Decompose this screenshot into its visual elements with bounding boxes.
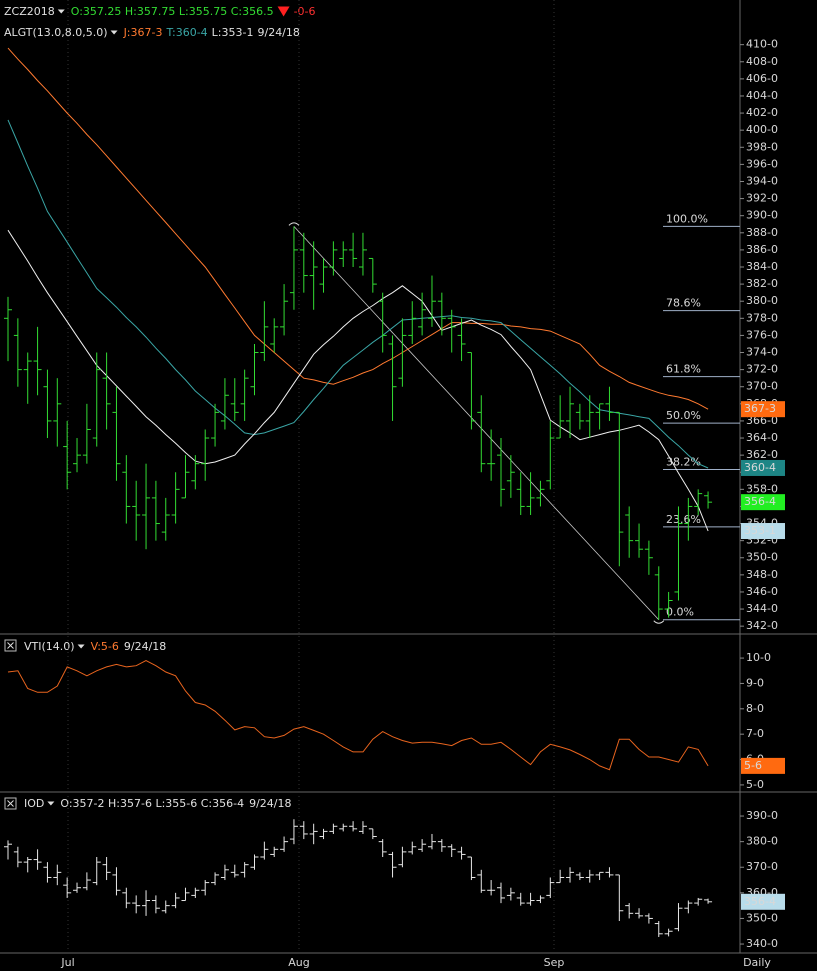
fib-label: 78.6%	[666, 297, 701, 310]
y-tick-label: 366-0	[746, 414, 778, 427]
y-tick-label: 390-0	[746, 209, 778, 222]
x-tick-label: Aug	[288, 956, 309, 969]
value-box	[741, 893, 785, 910]
dropdown-icon	[47, 801, 55, 806]
quote: O:357-2 H:357-6 L:355-6 C:356-4	[60, 797, 244, 810]
y-tick-label: 9-0	[746, 676, 764, 689]
value-label: 353-1	[744, 524, 776, 537]
value-label: 356-4	[744, 495, 776, 508]
value-label: 367-3	[744, 402, 776, 415]
close-icon	[7, 800, 14, 807]
close-button[interactable]	[4, 797, 17, 810]
y-tick-label: 350-0	[746, 911, 778, 924]
date: 9/24/18	[249, 797, 291, 810]
y-tick-label: 384-0	[746, 260, 778, 273]
fib-label: 23.6%	[666, 513, 701, 526]
y-tick-label: 340-0	[746, 937, 778, 950]
value-label: 5-6	[744, 759, 762, 772]
y-tick-label: 364-0	[746, 431, 778, 444]
y-tick-label: 400-0	[746, 123, 778, 136]
y-tick-label: 346-0	[746, 585, 778, 598]
fib-label: 100.0%	[666, 212, 708, 225]
quote-header: ZCZ2018 O:357.25 H:357.75 L:355.75 C:356.…	[4, 5, 316, 18]
close-icon	[7, 642, 14, 649]
period: Daily	[743, 956, 771, 969]
x-tick-label: Sep	[544, 956, 565, 969]
y-tick-label: 344-0	[746, 602, 778, 615]
y-tick-label: 350-0	[746, 551, 778, 564]
fib-label: 61.8%	[666, 363, 701, 376]
value-box	[741, 494, 785, 511]
line	[7, 229, 709, 532]
study-header: ALGT(13.0,8.0,5.0) J:367-3 T:360-4 L:353-1 9…	[4, 26, 300, 39]
line	[7, 660, 709, 771]
dropdown-icon	[110, 30, 118, 35]
fib-label: 50.0%	[666, 409, 701, 422]
trend-line	[293, 226, 660, 621]
y-tick-label: 388-0	[746, 226, 778, 239]
y-tick-label: 410-0	[746, 38, 778, 51]
study: IOD	[24, 797, 44, 810]
date: 9/24/18	[257, 26, 299, 39]
y-tick-label: 380-0	[746, 835, 778, 848]
value-box	[741, 459, 785, 476]
study-header: VTI(14.0) V:5-6 9/24/18	[24, 640, 166, 653]
value-label: 356-4	[744, 895, 776, 908]
y-tick-label: 342-0	[746, 619, 778, 632]
x-tick-label: Jul	[60, 956, 74, 969]
y-tick-label: 408-0	[746, 55, 778, 68]
y-tick-label: 10-0	[746, 651, 771, 664]
y-tick-label: 398-0	[746, 140, 778, 153]
study: ALGT(13.0,8.0,5.0)	[4, 26, 108, 39]
dropdown-icon	[77, 644, 85, 649]
y-tick-label: 392-0	[746, 192, 778, 205]
legend-entry: L:353-1	[212, 26, 254, 39]
line	[7, 119, 709, 469]
change: -0-6	[294, 5, 316, 18]
y-tick-label: 348-0	[746, 568, 778, 581]
y-tick-label: 8-0	[746, 702, 764, 715]
fib-label: 0.0%	[666, 606, 694, 619]
y-tick-label: 404-0	[746, 89, 778, 102]
study: VTI(14.0)	[24, 640, 75, 653]
y-tick-label: 358-0	[746, 482, 778, 495]
pivot-marker	[653, 620, 665, 624]
date: 9/24/18	[124, 640, 166, 653]
line	[7, 47, 709, 410]
legend-entry: V:5-6	[91, 640, 119, 653]
legend-entry: T:360-4	[165, 26, 207, 39]
y-tick-label: 402-0	[746, 106, 778, 119]
y-tick-label: 380-0	[746, 294, 778, 307]
y-tick-label: 376-0	[746, 328, 778, 341]
y-tick-label: 374-0	[746, 346, 778, 359]
quote: O:357.25 H:357.75 L:355.75 C:356.5	[71, 5, 274, 18]
y-tick-label: 7-0	[746, 727, 764, 740]
close-button[interactable]	[4, 639, 17, 652]
y-tick-label: 386-0	[746, 243, 778, 256]
legend-entry: J:367-3	[123, 26, 163, 39]
y-tick-label: 370-0	[746, 380, 778, 393]
y-tick-label: 362-0	[746, 448, 778, 461]
value-label: 360-4	[744, 461, 776, 474]
y-tick-label: 390-0	[746, 809, 778, 822]
value-box	[741, 757, 785, 774]
down-icon	[277, 6, 290, 17]
study-header: IOD O:357-2 H:357-6 L:355-6 C:356-4 9/24/1…	[24, 797, 292, 810]
value-box	[741, 523, 785, 540]
y-tick-label: 394-0	[746, 174, 778, 187]
y-tick-label: 372-0	[746, 363, 778, 376]
dropdown-icon	[57, 9, 65, 14]
y-tick-label: 378-0	[746, 311, 778, 324]
y-tick-label: 5-0	[746, 778, 764, 791]
y-tick-label: 406-0	[746, 72, 778, 85]
pivot-marker	[288, 222, 300, 226]
y-tick-label: 382-0	[746, 277, 778, 290]
y-tick-label: 396-0	[746, 157, 778, 170]
symbol: ZCZ2018	[4, 5, 55, 18]
y-tick-label: 370-0	[746, 860, 778, 873]
value-box	[741, 401, 785, 418]
